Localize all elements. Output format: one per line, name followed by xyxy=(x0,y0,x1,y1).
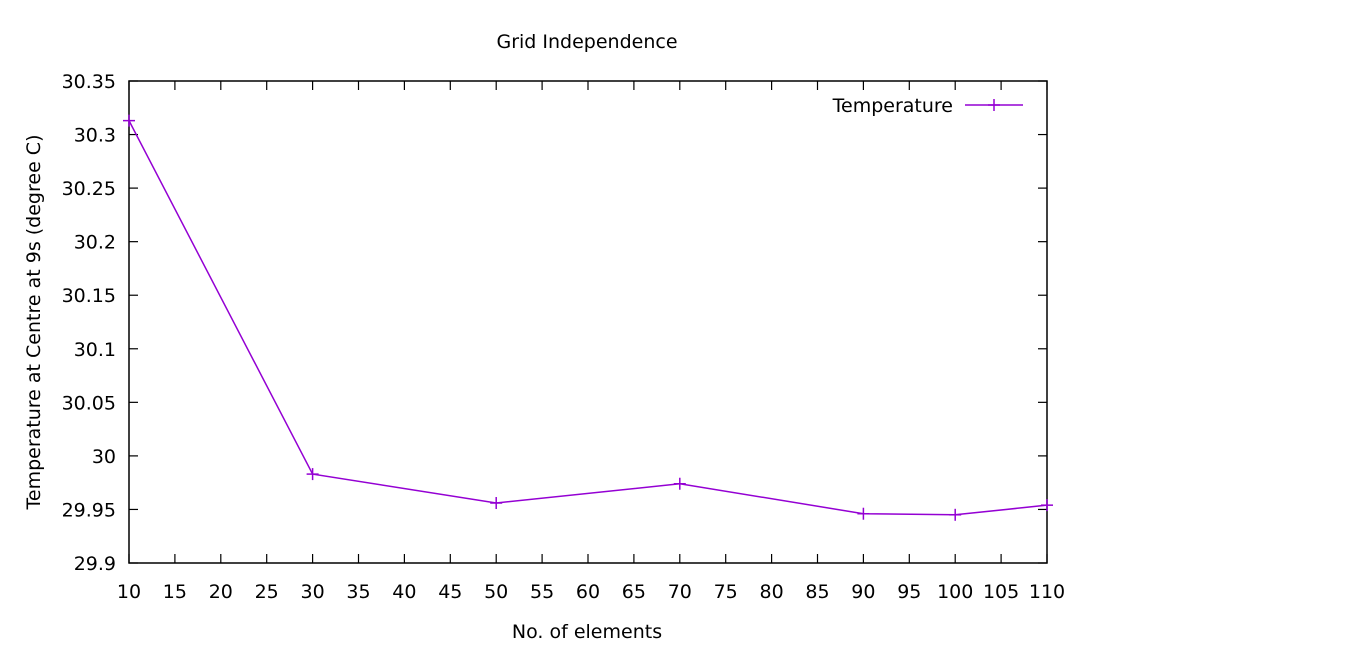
x-axis-ticks xyxy=(128,81,1048,563)
data-point xyxy=(949,508,962,521)
x-axis-tick-labels: 10 15 20 25 30 35 40 45 50 55 60 65 70 75 80 85 90 95 100 1… xyxy=(117,581,1065,603)
y-axis-title: Temperature at Centre at 9s (degree C) xyxy=(23,135,45,511)
x-tick-label: 100 xyxy=(937,581,973,603)
data-point xyxy=(1041,499,1053,512)
y-tick-label: 30 xyxy=(92,446,116,468)
x-tick-label: 75 xyxy=(714,581,738,603)
x-tick-label: 55 xyxy=(530,581,554,603)
y-tick-label: 29.9 xyxy=(74,553,116,575)
x-tick-label: 45 xyxy=(438,581,462,603)
x-axis-title: No. of elements xyxy=(512,621,662,643)
legend-marker-plus xyxy=(988,99,1000,111)
y-axis-ticks xyxy=(129,80,1047,564)
x-tick-label: 80 xyxy=(760,581,784,603)
data-point xyxy=(306,468,319,481)
y-tick-label: 29.95 xyxy=(62,499,116,521)
y-tick-label: 30.1 xyxy=(74,339,116,361)
chart-title: Grid Independence xyxy=(496,31,677,53)
y-tick-label: 30.05 xyxy=(62,392,116,414)
y-tick-label: 30.3 xyxy=(74,125,116,147)
x-tick-label: 90 xyxy=(851,581,875,603)
x-tick-label: 50 xyxy=(484,581,508,603)
data-point xyxy=(490,497,503,510)
series-group xyxy=(123,114,1053,521)
legend-entry-temperature-label: Temperature xyxy=(832,95,953,117)
data-point xyxy=(857,507,870,520)
x-tick-label: 85 xyxy=(805,581,829,603)
x-tick-label: 15 xyxy=(163,581,187,603)
data-point xyxy=(123,114,135,127)
x-tick-label: 110 xyxy=(1029,581,1065,603)
y-tick-label: 30.15 xyxy=(62,285,116,307)
x-tick-label: 95 xyxy=(897,581,921,603)
x-tick-label: 40 xyxy=(392,581,416,603)
x-tick-label: 20 xyxy=(209,581,233,603)
y-tick-label: 30.35 xyxy=(62,71,116,93)
legend-entry-temperature-marker xyxy=(988,99,1000,111)
series-line-temperature xyxy=(128,120,1048,516)
x-tick-label: 25 xyxy=(255,581,279,603)
x-tick-label: 30 xyxy=(301,581,325,603)
x-tick-label: 35 xyxy=(346,581,370,603)
y-tick-label: 30.2 xyxy=(74,232,116,254)
legend: Temperature xyxy=(832,95,1023,117)
plot-frame xyxy=(128,80,1048,564)
x-tick-label: 65 xyxy=(622,581,646,603)
y-axis-tick-labels: 29.9 29.95 30 30.05 30.1 30.15 30.2 30.25 30.3 30… xyxy=(62,71,116,575)
y-tick-label: 30.25 xyxy=(62,178,116,200)
x-tick-label: 70 xyxy=(668,581,692,603)
x-tick-label: 60 xyxy=(576,581,600,603)
x-tick-label: 105 xyxy=(983,581,1019,603)
x-tick-label: 10 xyxy=(117,581,141,603)
data-point xyxy=(673,477,686,490)
